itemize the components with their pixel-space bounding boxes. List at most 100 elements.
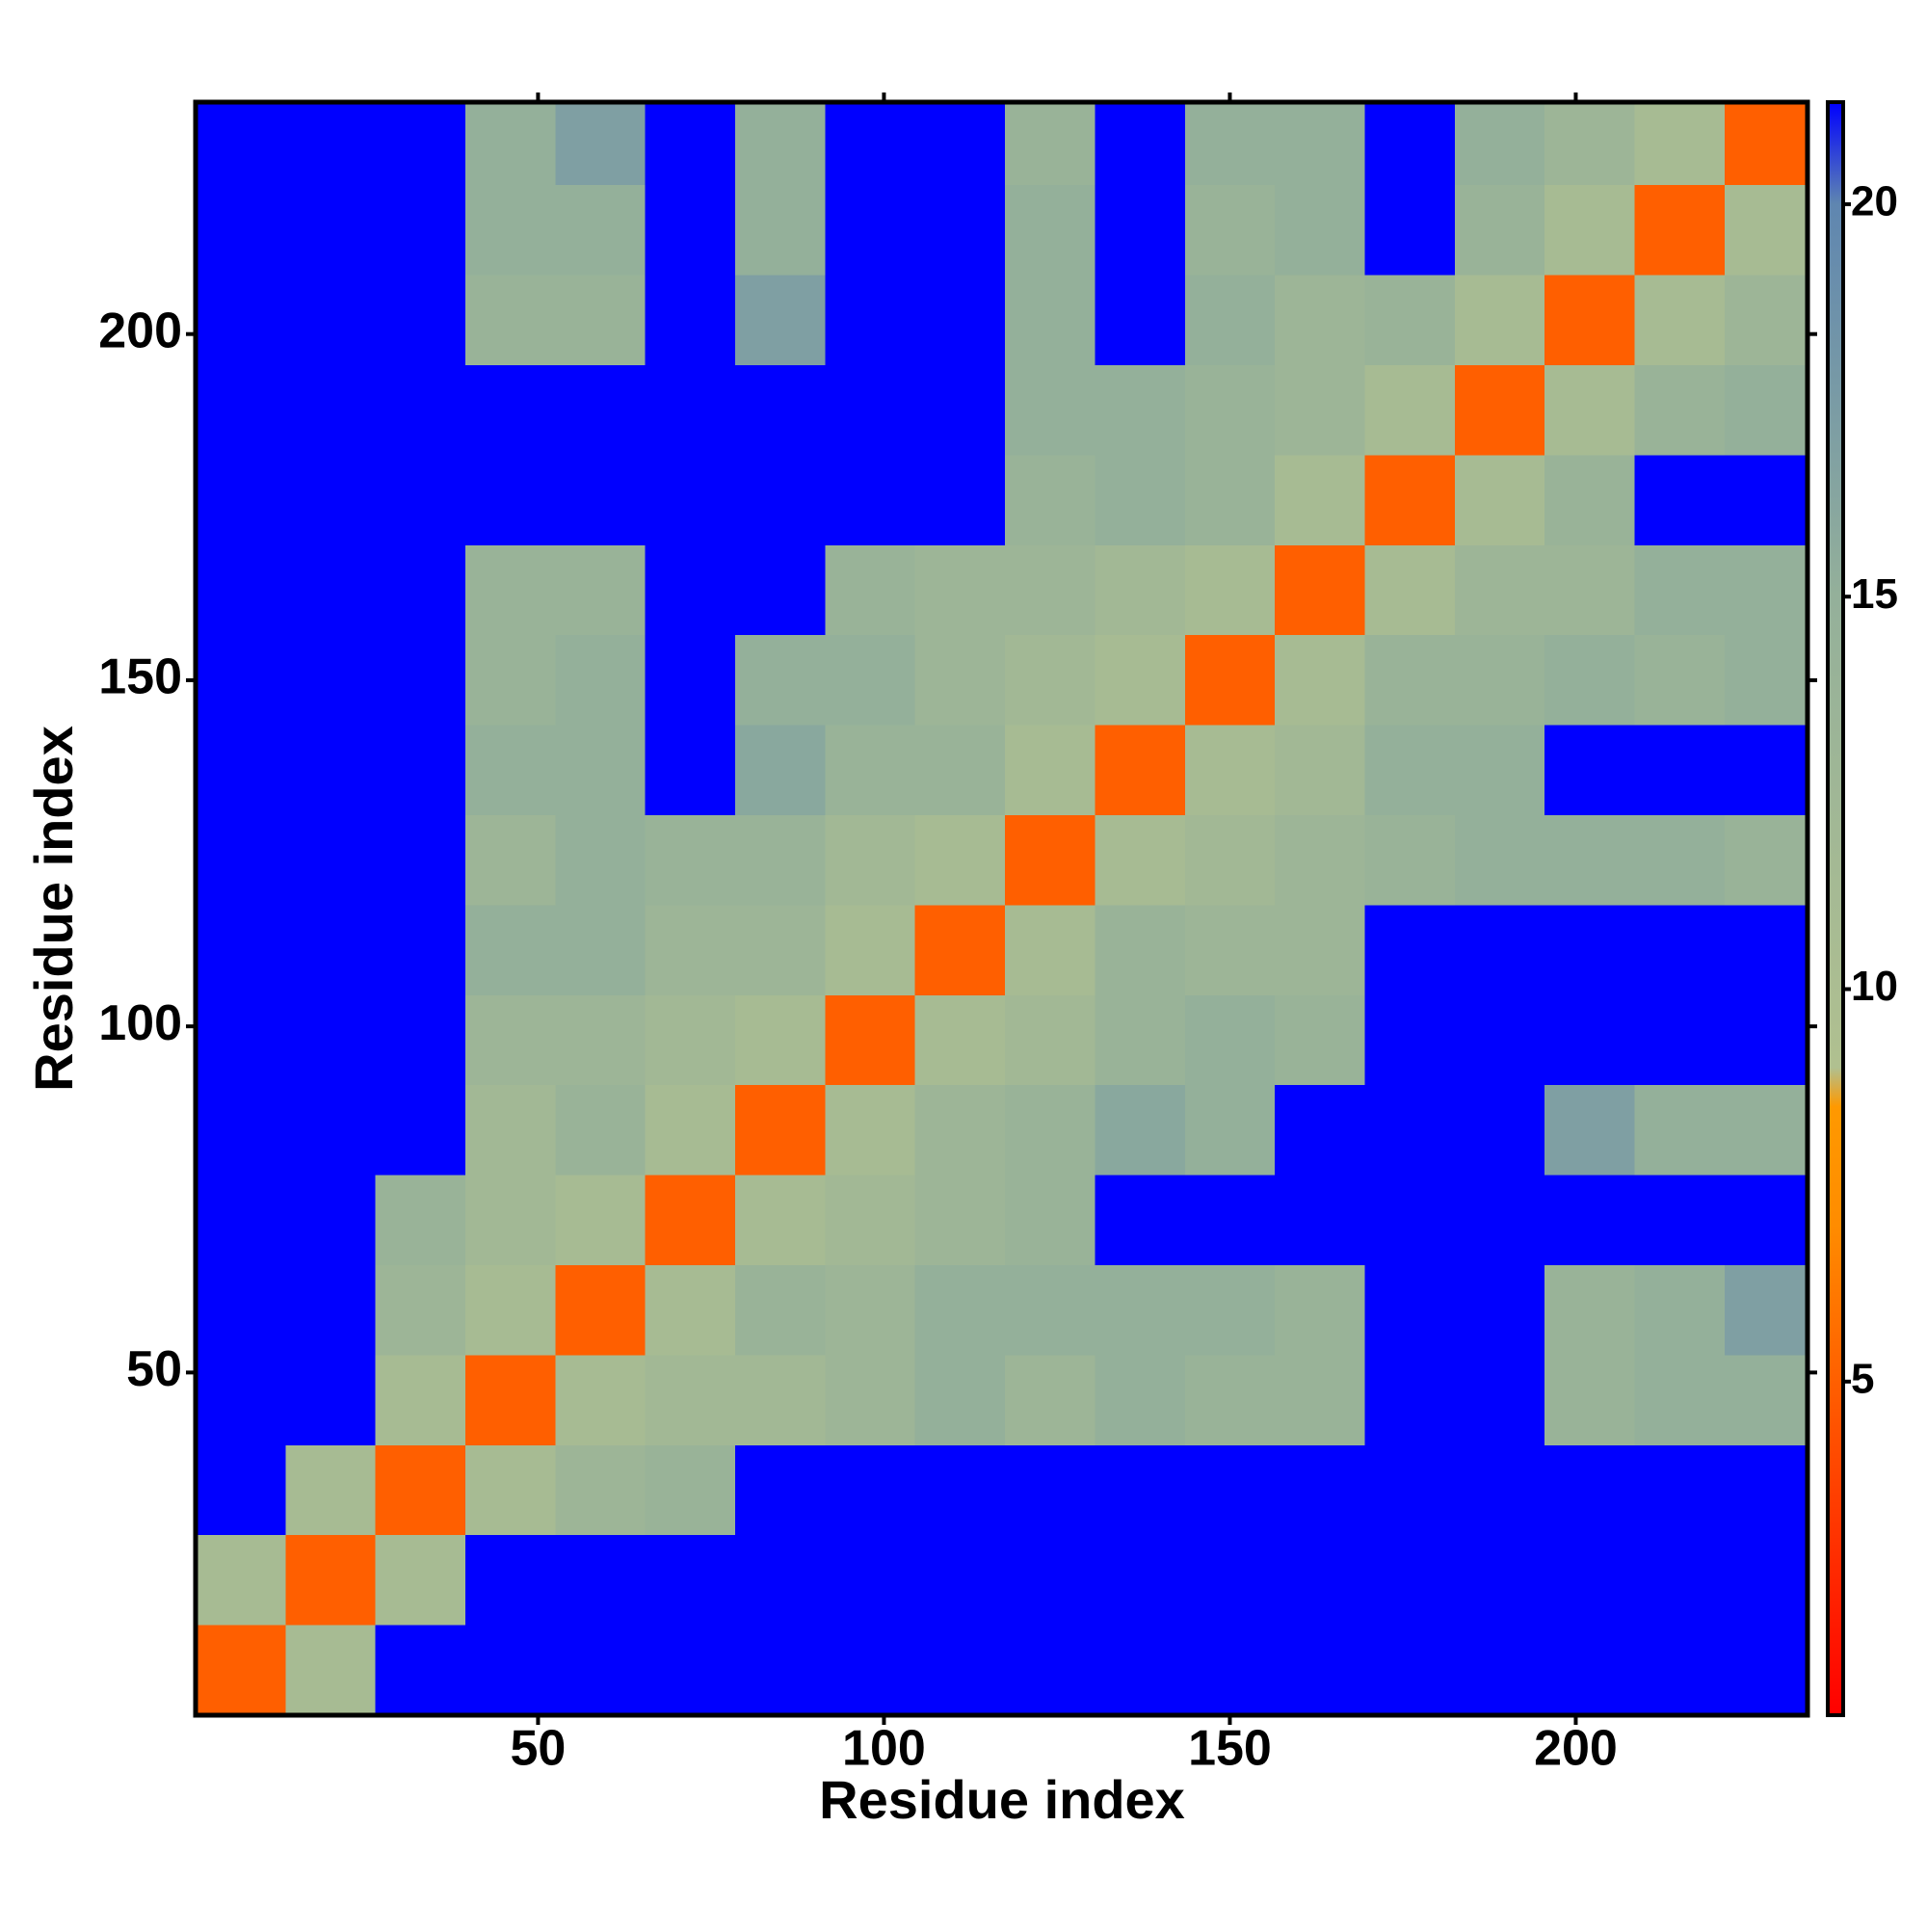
heatmap-cell <box>1454 905 1545 995</box>
heatmap-cell <box>285 1625 376 1715</box>
heatmap-cell <box>1544 365 1635 456</box>
heatmap-cell <box>735 905 826 995</box>
heatmap-cell <box>1634 1175 1725 1266</box>
heatmap-cell <box>735 815 826 906</box>
heatmap-cell <box>735 1355 826 1445</box>
heatmap-cell <box>1095 1625 1185 1715</box>
heatmap-cell <box>285 102 376 186</box>
heatmap-cell <box>555 635 646 726</box>
heatmap-cell <box>825 455 915 545</box>
heatmap-cell <box>645 275 736 366</box>
heatmap-cell <box>1005 365 1095 456</box>
heatmap-cell <box>375 455 466 545</box>
heatmap-cell <box>1724 185 1808 276</box>
colorbar <box>1826 100 1845 1717</box>
heatmap-cell <box>1275 365 1365 456</box>
heatmap-cell <box>1184 1085 1276 1176</box>
heatmap-cell <box>465 1535 556 1626</box>
heatmap-cell <box>196 275 286 366</box>
heatmap-cell <box>465 635 556 726</box>
heatmap-cell <box>1364 1355 1455 1445</box>
heatmap-cell <box>196 994 286 1086</box>
heatmap-cell <box>1724 1265 1808 1356</box>
heatmap-cell <box>1005 1535 1095 1626</box>
heatmap-cell <box>735 1265 826 1356</box>
heatmap-cell <box>825 185 915 276</box>
heatmap-cell <box>285 185 376 276</box>
heatmap-cell <box>735 102 826 186</box>
heatmap-cell <box>1634 815 1725 906</box>
heatmap-cell <box>1005 1265 1095 1356</box>
heatmap-cell <box>1005 275 1095 366</box>
heatmap-cell <box>1544 815 1635 906</box>
heatmap-cell <box>1184 455 1276 545</box>
heatmap-cell <box>914 1444 1006 1536</box>
heatmap-cell <box>735 635 826 726</box>
heatmap-cell <box>1544 1625 1635 1715</box>
heatmap-cell <box>1275 1444 1365 1536</box>
heatmap-cell <box>1184 1175 1276 1266</box>
heatmap-cell <box>735 1085 826 1176</box>
heatmap-cell <box>285 725 376 816</box>
heatmap-cell <box>1275 1085 1365 1176</box>
heatmap-cell <box>645 544 736 636</box>
heatmap-cell <box>375 1265 466 1356</box>
heatmap-cell <box>196 1535 286 1626</box>
heatmap-cell <box>735 994 826 1086</box>
heatmap-cell <box>285 994 376 1086</box>
y-tick-label: 200 <box>98 303 182 358</box>
heatmap-cell <box>1095 725 1185 816</box>
heatmap-cell <box>1724 1444 1808 1536</box>
heatmap-cell <box>825 1444 915 1536</box>
heatmap-cell <box>465 275 556 366</box>
heatmap-cell <box>1544 185 1635 276</box>
heatmap-cell <box>1275 275 1365 366</box>
heatmap-cell <box>1634 275 1725 366</box>
heatmap-cell <box>1544 1085 1635 1176</box>
heatmap-cell <box>645 1085 736 1176</box>
heatmap-cell <box>1364 275 1455 366</box>
heatmap-cell <box>1544 1175 1635 1266</box>
heatmap-cell <box>825 102 915 186</box>
heatmap-cell <box>645 185 736 276</box>
heatmap-cell <box>914 815 1006 906</box>
heatmap-cell <box>1184 365 1276 456</box>
heatmap-cell <box>465 1175 556 1266</box>
x-tick-label: 150 <box>1188 1721 1272 1777</box>
heatmap-cell <box>555 725 646 816</box>
heatmap-cell <box>375 1175 466 1266</box>
heatmap-cell <box>196 725 286 816</box>
heatmap-cell <box>1544 275 1635 366</box>
heatmap-cell <box>196 815 286 906</box>
heatmap-cell <box>1275 1175 1365 1266</box>
x-tick-label: 100 <box>842 1721 926 1777</box>
heatmap-cell <box>1634 1535 1725 1626</box>
heatmap-cell <box>555 275 646 366</box>
heatmap-cell <box>1005 544 1095 636</box>
heatmap-cell <box>1454 185 1545 276</box>
heatmap-cell <box>914 725 1006 816</box>
heatmap-cell <box>645 455 736 545</box>
heatmap-cell <box>914 994 1006 1086</box>
heatmap-cell <box>1634 635 1725 726</box>
heatmap-cell <box>465 1085 556 1176</box>
heatmap-cell <box>555 815 646 906</box>
heatmap-cell <box>735 365 826 456</box>
heatmap-cell <box>1454 1085 1545 1176</box>
heatmap-cell <box>375 1535 466 1626</box>
heatmap-cell <box>1634 994 1725 1086</box>
heatmap-cell <box>375 905 466 995</box>
heatmap-cell <box>465 1625 556 1715</box>
heatmap-cell <box>914 635 1006 726</box>
heatmap-cell <box>1634 1085 1725 1176</box>
heatmap-cell <box>1364 725 1455 816</box>
heatmap-cell <box>914 1265 1006 1356</box>
heatmap-cell <box>465 365 556 456</box>
heatmap-cell <box>1005 994 1095 1086</box>
heatmap-cell <box>375 1625 466 1715</box>
heatmap-cell <box>555 1535 646 1626</box>
heatmap-cell <box>1275 905 1365 995</box>
heatmap-cell <box>1454 544 1545 636</box>
